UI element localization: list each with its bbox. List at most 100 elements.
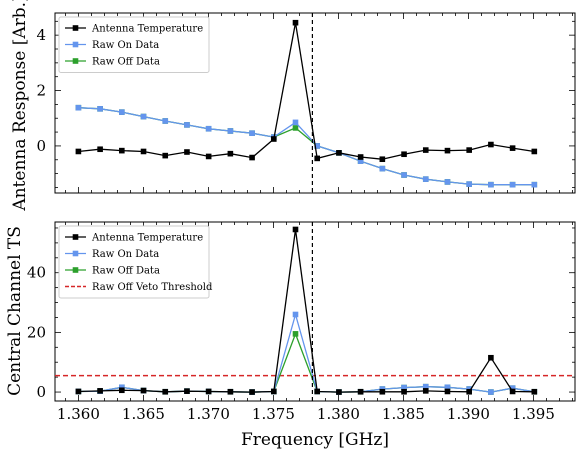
antenna-temperature-point	[227, 388, 234, 395]
raw-on-data-point	[314, 143, 321, 149]
legend-label-raw-off-veto-threshold: Raw Off Veto Threshold	[92, 282, 213, 293]
raw-on-data-point	[140, 113, 147, 120]
x-tick-label: 1.385	[382, 405, 425, 423]
y-tick-label: 20	[27, 323, 46, 341]
antenna-temperature-point	[336, 389, 342, 395]
legend: Antenna Temperature Raw On Data Raw Off Da…	[58, 225, 213, 299]
raw-on-data-point	[401, 172, 407, 178]
antenna-temperature-line	[78, 229, 535, 393]
y-tick-label: 40	[27, 264, 46, 282]
antenna-temperature-point	[357, 388, 364, 395]
raw-on-data-point	[119, 109, 125, 115]
antenna-temperature-point	[466, 147, 472, 153]
raw-on-data-line	[78, 107, 535, 186]
legend: Antenna Temperature Raw On Data Raw Off Da…	[58, 16, 210, 73]
antenna-temperature-point	[140, 148, 147, 155]
antenna-temperature-point	[162, 388, 169, 395]
legend-box	[58, 225, 210, 299]
antenna-temperature-point	[97, 146, 103, 153]
x-tick-label: 1.365	[122, 405, 165, 423]
x-tick-label: 1.360	[57, 405, 100, 423]
antenna-temperature-point	[401, 151, 407, 158]
antenna-temperature-point	[314, 155, 321, 162]
legend-marker-raw-on-data	[72, 250, 79, 257]
raw-on-data-point	[509, 385, 516, 391]
raw-on-data-point	[488, 389, 494, 395]
antenna-temperature-point	[422, 388, 429, 394]
antenna-temperature-point	[249, 154, 255, 161]
raw-on-data-point	[422, 176, 429, 182]
x-tick-label: 1.390	[447, 405, 490, 423]
raw-on-data-point	[488, 181, 494, 188]
y-tick-label: 4	[36, 26, 46, 44]
antenna-temperature-point	[379, 388, 386, 395]
antenna-temperature-point	[401, 388, 407, 395]
antenna-temperature-point	[314, 388, 321, 395]
antenna-temperature-point	[270, 136, 277, 142]
raw-on-data-point	[75, 104, 82, 111]
antenna-temperature-point	[444, 388, 451, 395]
antenna-temperature-point	[75, 388, 82, 395]
y-tick-label: 2	[36, 82, 46, 100]
raw-on-data-point	[292, 119, 299, 126]
antenna-temperature-line	[78, 22, 535, 160]
antenna-temperature-point	[357, 154, 364, 160]
antenna-temperature-point	[162, 152, 169, 159]
antenna-temperature-point	[466, 388, 472, 395]
raw-on-data-point	[162, 118, 169, 124]
x-axis-label: Frequency [GHz]	[241, 430, 389, 450]
antenna-temperature-point	[531, 388, 538, 395]
legend-label-raw-off-data: Raw Off Data	[92, 266, 160, 277]
y-tick-label: 0	[36, 383, 46, 401]
antenna-temperature-point	[140, 387, 147, 394]
antenna-temperature-point	[227, 150, 234, 157]
antenna-temperature-point	[379, 156, 386, 163]
top-y-axis-label: Antenna Response [Arb.]	[10, 0, 30, 212]
legend-label-raw-off-data: Raw Off Data	[92, 57, 160, 68]
raw-on-data-point	[509, 181, 516, 188]
antenna-temperature-point	[184, 149, 190, 155]
raw-on-data-point	[379, 165, 386, 172]
raw-on-data-point	[466, 181, 472, 187]
antenna-temperature-point	[75, 148, 82, 155]
antenna-temperature-point	[444, 147, 451, 154]
legend-marker-antenna-temperature	[72, 234, 79, 240]
antenna-temperature-point	[488, 354, 494, 361]
antenna-temperature-point	[292, 226, 299, 233]
raw-on-data-point	[531, 181, 538, 188]
x-tick-label: 1.395	[512, 405, 555, 423]
x-tick-label: 1.375	[252, 405, 295, 423]
raw-on-data-point	[97, 106, 103, 112]
legend-box	[58, 16, 210, 73]
antenna-temperature-point	[184, 388, 190, 394]
legend-label-antenna-temperature: Antenna Temperature	[91, 24, 203, 35]
antenna-temperature-point	[97, 388, 103, 394]
antenna-temperature-point	[292, 19, 299, 26]
raw-on-data-point	[444, 384, 451, 391]
antenna-temperature-point	[422, 147, 429, 153]
y-tick-label: 0	[36, 137, 46, 155]
raw-off-data-point	[292, 331, 299, 337]
antenna-temperature-point	[509, 145, 516, 151]
legend-marker-raw-off-data	[72, 267, 79, 273]
raw-on-data-point	[422, 383, 429, 390]
x-tick-label: 1.370	[187, 405, 230, 423]
antenna-temperature-point	[119, 387, 125, 394]
raw-on-data-point	[205, 125, 212, 132]
raw-on-data-point	[401, 384, 407, 391]
raw-on-data-point	[227, 128, 234, 134]
raw-on-data-point	[119, 384, 125, 391]
x-tick-label: 1.380	[317, 405, 360, 423]
raw-on-data-line	[78, 312, 535, 393]
raw-on-data-point	[357, 158, 364, 164]
antenna-temperature-point	[249, 389, 255, 395]
raw-on-data-point	[184, 122, 190, 128]
antenna-temperature-point	[205, 388, 212, 395]
legend-label-raw-on-data: Raw On Data	[92, 40, 159, 51]
legend-marker-raw-off-data	[72, 58, 79, 64]
antenna-temperature-point	[205, 153, 212, 160]
antenna-temperature-point	[531, 148, 538, 155]
bottom-y-axis-label: Central Channel TS	[5, 226, 25, 396]
plot-frame	[54, 12, 576, 194]
